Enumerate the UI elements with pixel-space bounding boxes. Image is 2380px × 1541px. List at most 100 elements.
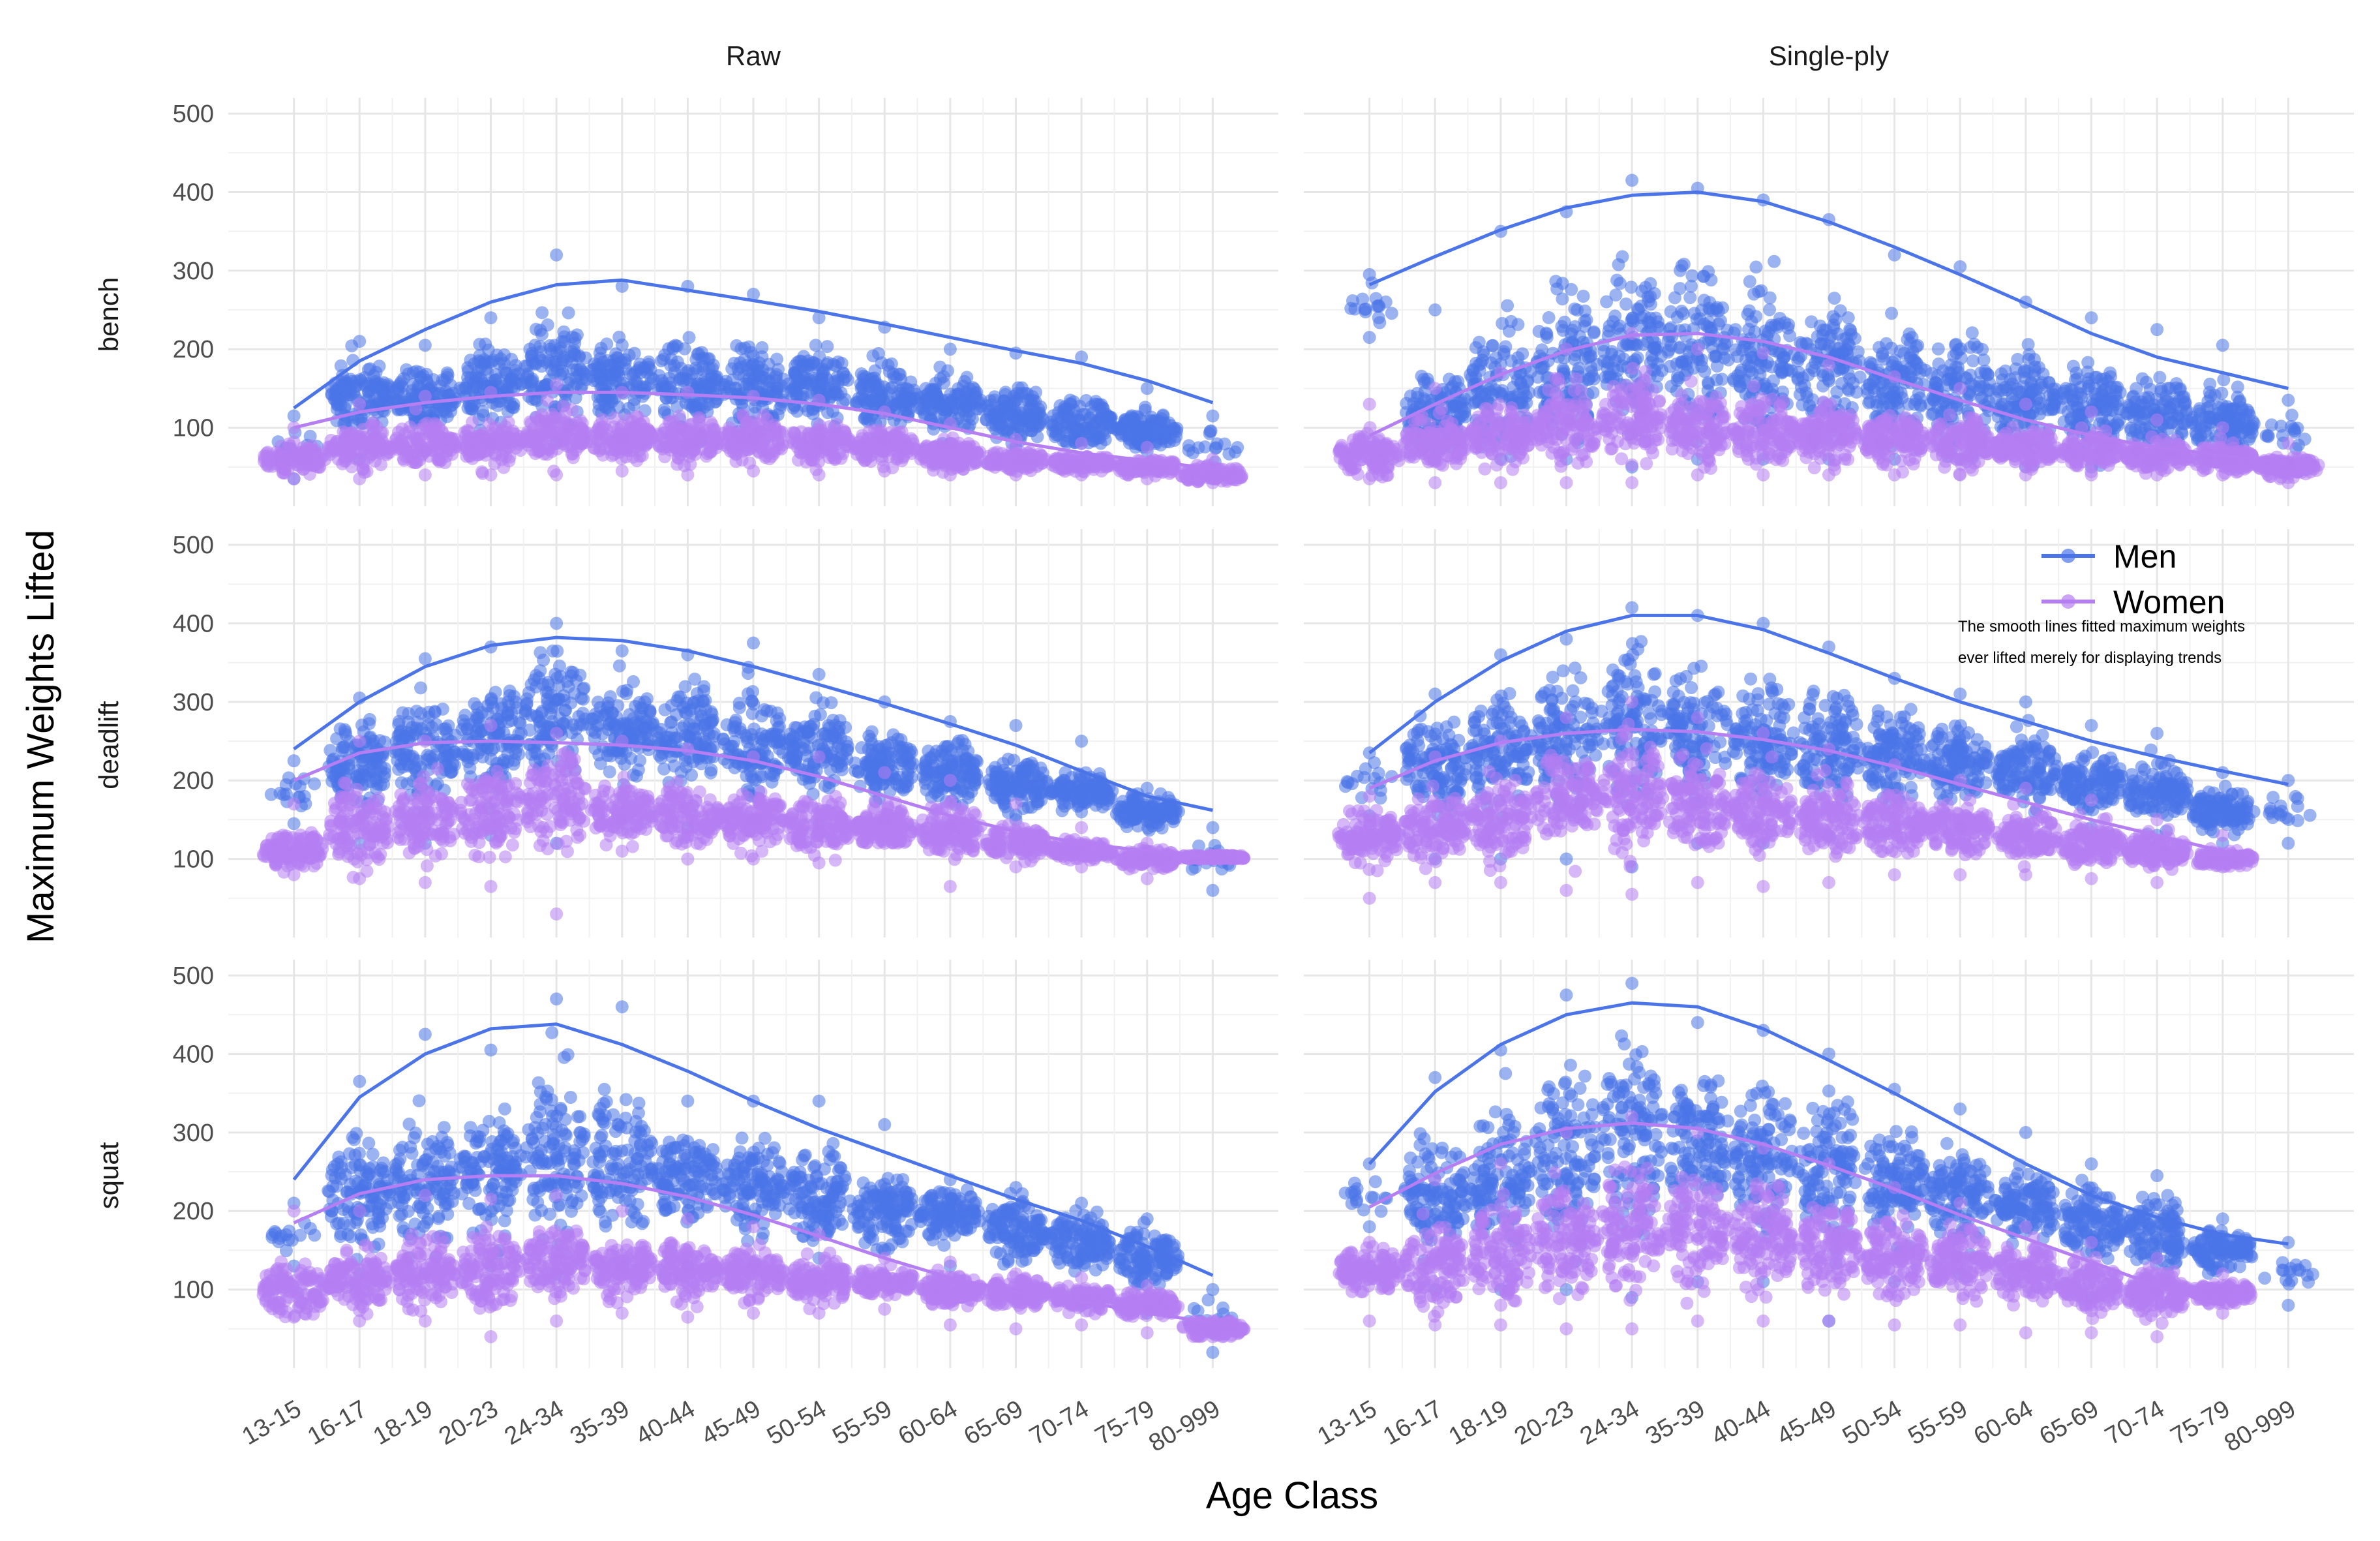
data-point bbox=[424, 423, 438, 436]
data-point bbox=[892, 367, 906, 381]
data-point bbox=[875, 441, 889, 455]
data-point bbox=[2032, 361, 2045, 374]
data-point-max bbox=[418, 339, 432, 352]
data-point bbox=[413, 432, 427, 446]
data-point bbox=[1231, 468, 1244, 481]
data-point bbox=[573, 414, 587, 427]
data-point bbox=[1665, 329, 1679, 343]
y-tick-label: 500 bbox=[173, 100, 214, 128]
data-point-max bbox=[1206, 452, 1220, 466]
data-point bbox=[678, 342, 691, 356]
data-point bbox=[2081, 356, 2095, 369]
data-point bbox=[611, 435, 625, 448]
data-point bbox=[400, 363, 413, 376]
data-point bbox=[1742, 304, 1756, 318]
data-point bbox=[370, 446, 384, 459]
data-point-max bbox=[1140, 440, 1154, 454]
data-point bbox=[548, 358, 562, 372]
data-point bbox=[2017, 363, 2031, 377]
data-point-max bbox=[1206, 409, 1220, 423]
data-point bbox=[1024, 394, 1038, 407]
data-point bbox=[738, 341, 751, 355]
data-point bbox=[1702, 265, 1715, 279]
data-point bbox=[2064, 412, 2077, 426]
data-point bbox=[1964, 341, 1978, 354]
data-point bbox=[494, 394, 507, 408]
data-point bbox=[1698, 365, 1711, 378]
data-point-max bbox=[1625, 174, 1639, 187]
data-point bbox=[667, 414, 680, 428]
data-point bbox=[477, 353, 491, 367]
data-point bbox=[1580, 313, 1593, 327]
data-point bbox=[852, 442, 866, 455]
data-point bbox=[2111, 380, 2124, 394]
data-point bbox=[809, 339, 822, 352]
data-point bbox=[749, 433, 762, 446]
data-point-min bbox=[878, 464, 892, 478]
data-point bbox=[1616, 250, 1629, 264]
data-point bbox=[565, 330, 579, 344]
data-point bbox=[598, 418, 612, 432]
data-point-max bbox=[353, 397, 367, 411]
data-point-min bbox=[1009, 468, 1023, 481]
data-point bbox=[1008, 404, 1022, 418]
data-point bbox=[685, 430, 699, 444]
data-point bbox=[2021, 338, 2035, 351]
data-point bbox=[1603, 319, 1616, 333]
data-point bbox=[691, 348, 704, 361]
data-point bbox=[1801, 337, 1815, 351]
data-point bbox=[605, 395, 619, 408]
data-point bbox=[1836, 344, 1850, 358]
data-point bbox=[938, 457, 952, 470]
data-point bbox=[555, 416, 569, 430]
data-point bbox=[1805, 315, 1818, 329]
data-point-min bbox=[812, 468, 826, 481]
data-point bbox=[807, 428, 821, 442]
data-point bbox=[1059, 403, 1073, 417]
data-point bbox=[2056, 386, 2070, 400]
data-point-max bbox=[484, 311, 498, 325]
data-point bbox=[1417, 373, 1430, 386]
data-point bbox=[1637, 338, 1651, 352]
data-point bbox=[1542, 311, 1556, 324]
data-point bbox=[1550, 282, 1564, 296]
data-point bbox=[338, 401, 352, 415]
data-point-min bbox=[943, 468, 957, 481]
data-point bbox=[968, 390, 982, 404]
data-point bbox=[567, 363, 580, 376]
data-point bbox=[350, 379, 363, 393]
y-tick-label: 100 bbox=[173, 415, 214, 442]
data-point bbox=[732, 367, 746, 381]
data-point bbox=[1442, 373, 1456, 386]
data-point bbox=[399, 450, 412, 464]
data-point bbox=[2068, 373, 2082, 387]
data-point bbox=[262, 454, 276, 468]
data-point bbox=[837, 431, 851, 444]
data-point bbox=[749, 369, 763, 382]
data-point bbox=[1708, 350, 1721, 363]
data-point bbox=[1700, 320, 1714, 333]
data-point bbox=[564, 349, 578, 363]
data-point bbox=[772, 363, 785, 376]
data-point bbox=[669, 435, 683, 449]
data-point bbox=[787, 436, 800, 450]
data-point bbox=[2034, 402, 2048, 416]
data-point bbox=[1763, 303, 1776, 316]
data-point bbox=[826, 358, 840, 371]
data-point-min bbox=[287, 472, 301, 485]
data-point bbox=[2071, 401, 2085, 414]
data-point bbox=[1203, 425, 1217, 438]
data-point-max bbox=[287, 409, 301, 423]
data-point bbox=[997, 408, 1011, 421]
data-point bbox=[1860, 382, 1874, 396]
data-point bbox=[436, 373, 449, 387]
data-point bbox=[828, 375, 841, 388]
data-point bbox=[1475, 386, 1489, 399]
data-point bbox=[800, 360, 813, 373]
data-point bbox=[1901, 333, 1914, 346]
data-point bbox=[1601, 362, 1614, 375]
data-point bbox=[834, 451, 848, 465]
data-point bbox=[489, 368, 502, 381]
data-point bbox=[1749, 260, 1763, 274]
data-point bbox=[489, 421, 502, 435]
